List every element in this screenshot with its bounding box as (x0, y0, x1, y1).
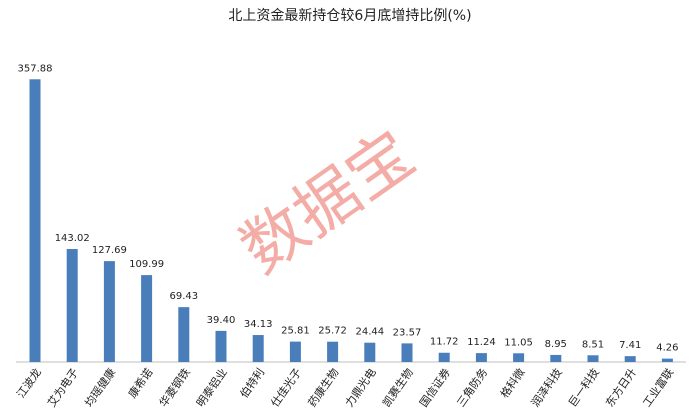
value-label: 11.05 (504, 337, 533, 348)
x-tick-label: 江波龙 (14, 366, 44, 400)
value-label: 109.99 (129, 259, 164, 270)
value-label: 25.81 (281, 326, 310, 337)
x-tick-label: 明泰铝业 (193, 365, 230, 409)
x-tick-label: 力鼎光电 (342, 365, 379, 409)
bar (661, 358, 673, 362)
bar (438, 352, 450, 362)
x-tick-label: 药康生物 (305, 365, 342, 409)
bar (624, 356, 636, 362)
bar (178, 307, 190, 362)
value-label: 69.43 (169, 291, 198, 302)
bar (252, 335, 264, 362)
value-label: 24.44 (355, 327, 384, 338)
x-tick-label: 均瑶健康 (82, 365, 119, 409)
watermark: 数据宝 (228, 117, 428, 288)
value-label: 357.88 (18, 63, 53, 74)
bar (66, 249, 78, 362)
value-label: 34.13 (244, 319, 273, 330)
chart-title: 北上资金最新持仓较6月底增持比例(%) (228, 8, 471, 24)
x-tick-label: 格科微 (497, 365, 527, 400)
value-label: 4.26 (656, 343, 678, 354)
x-tick-label: 润泽科技 (528, 365, 565, 409)
value-label: 8.95 (545, 339, 567, 350)
value-label: 23.57 (393, 327, 422, 338)
x-tick-label: 凯赛生物 (379, 365, 416, 409)
x-tick-label: 巨一科技 (565, 365, 602, 409)
bar (289, 341, 301, 362)
x-tick-label: 三角防务 (454, 365, 491, 409)
value-label: 7.41 (619, 340, 641, 351)
value-label: 11.72 (430, 337, 459, 348)
bar (103, 261, 115, 362)
value-label: 39.40 (207, 315, 236, 326)
value-label: 127.69 (92, 245, 127, 256)
value-label: 143.02 (55, 233, 90, 244)
bar (141, 275, 153, 362)
x-tick-label: 国信证券 (416, 365, 453, 409)
bar (401, 343, 413, 362)
x-tick-label: 华菱钢铁 (156, 365, 193, 409)
value-label: 8.51 (582, 339, 604, 350)
bar (475, 353, 487, 362)
x-tick-label: 艾为电子 (45, 366, 81, 409)
bar (513, 353, 525, 362)
bar (327, 341, 339, 362)
x-tick-label: 东方日升 (602, 365, 639, 409)
bar (29, 79, 41, 362)
x-tick-label: 伯特利 (237, 365, 267, 400)
bar (587, 355, 599, 362)
x-tick-label: 工业富联 (640, 365, 677, 409)
bar (215, 330, 227, 362)
x-tick-label: 仕佳光子 (268, 365, 305, 409)
bar (364, 342, 376, 362)
value-label: 11.24 (467, 337, 496, 348)
value-label: 25.72 (318, 326, 347, 337)
bar (550, 354, 562, 362)
x-tick-label: 康希诺 (125, 365, 155, 400)
